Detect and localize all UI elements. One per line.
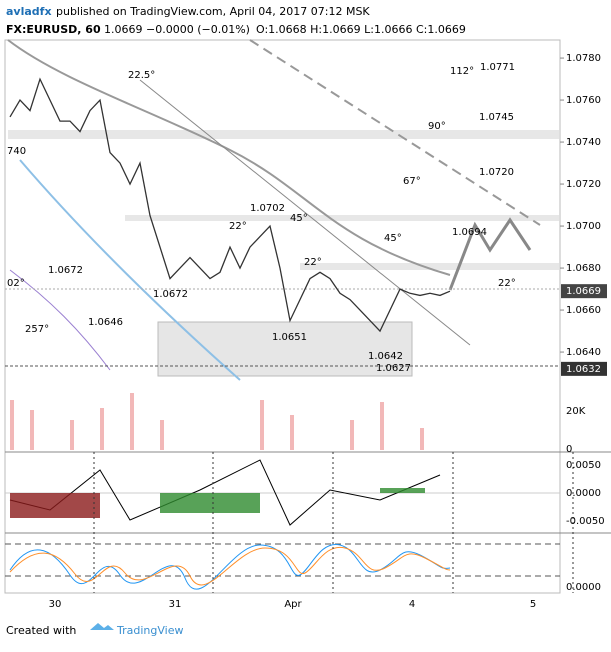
volume-bars bbox=[10, 393, 424, 450]
annotation: 90° bbox=[428, 121, 446, 132]
annotation: 1.0646 bbox=[88, 317, 123, 328]
zone bbox=[8, 130, 560, 139]
macd-line bbox=[9, 459, 441, 526]
annotation: 22.5° bbox=[128, 70, 155, 81]
axes: 1.0780 1.0760 1.0740 1.0720 1.0700 1.0680 1.06… bbox=[49, 53, 607, 610]
price-badge-label: 1.0669 bbox=[566, 286, 601, 297]
y-tick-label: 1.0720 bbox=[566, 179, 601, 190]
moving-average bbox=[19, 159, 241, 381]
annotation: 02° bbox=[7, 278, 25, 289]
annotation: 1.0672 bbox=[48, 265, 83, 276]
x-tick-label: 4 bbox=[409, 599, 415, 610]
change: 1.0669 −0.0000 (−0.01%) bbox=[104, 23, 250, 36]
y-tick-label: 1.0660 bbox=[566, 305, 601, 316]
annotation: 1.0672 bbox=[153, 289, 188, 300]
indicator-axis-label: 0.0000 bbox=[566, 488, 601, 499]
annotation: 22° bbox=[229, 221, 247, 232]
price-line bbox=[9, 77, 451, 333]
annotations: 22.5° 112° 1.0771 90° 1.0745 740 67° 1.0720 1.07… bbox=[7, 62, 516, 374]
price-badge-label: 1.0632 bbox=[566, 364, 601, 375]
annotation: 257° bbox=[25, 324, 49, 335]
annotation: 1.0720 bbox=[479, 167, 514, 178]
y-tick-label: 1.0640 bbox=[566, 347, 601, 358]
annotation: 1.0771 bbox=[480, 62, 515, 73]
zone bbox=[300, 263, 560, 270]
price-badge bbox=[561, 284, 607, 299]
y-tick-label: 1.0780 bbox=[566, 53, 601, 64]
annotation: 22° bbox=[498, 278, 516, 289]
moving-average bbox=[7, 39, 451, 276]
annotation: 1.0745 bbox=[479, 112, 514, 123]
trend-line bbox=[139, 79, 471, 346]
y-tick-label: 1.0760 bbox=[566, 95, 601, 106]
histogram bbox=[380, 488, 425, 493]
annotation: 67° bbox=[403, 176, 421, 187]
histogram bbox=[160, 493, 260, 513]
projection bbox=[448, 217, 532, 291]
annotation: 1.0627 bbox=[376, 363, 411, 374]
trend-line bbox=[249, 39, 541, 226]
annotation: 1.0694 bbox=[452, 227, 487, 238]
y-tick-label: 1.0680 bbox=[566, 263, 601, 274]
y-tick-label: 1.0740 bbox=[566, 137, 601, 148]
histogram bbox=[10, 493, 100, 518]
stoch-d bbox=[9, 546, 451, 586]
footer-created: Created with bbox=[6, 624, 76, 637]
logo bbox=[90, 623, 114, 630]
symbol: FX:EURUSD, 60 bbox=[6, 23, 101, 36]
annotation: 740 bbox=[7, 146, 26, 157]
annotation: 45° bbox=[290, 213, 308, 224]
moving-average bbox=[9, 269, 111, 371]
annotation: 112° bbox=[450, 66, 474, 77]
annotation: 22° bbox=[304, 257, 322, 268]
indicator-axis-label: 0.0050 bbox=[566, 460, 601, 471]
zone bbox=[157, 321, 413, 377]
y-tick-label: 1.0700 bbox=[566, 221, 601, 232]
zone bbox=[125, 215, 560, 221]
x-tick-label: Apr bbox=[284, 599, 302, 610]
x-tick-label: 5 bbox=[530, 599, 536, 610]
published: published on TradingView.com, April 04, … bbox=[56, 5, 370, 18]
annotation: 1.0702 bbox=[250, 203, 285, 214]
annotation: 1.0651 bbox=[272, 332, 307, 343]
indicator-axis-label: 20K bbox=[566, 406, 586, 417]
annotation: 45° bbox=[384, 233, 402, 244]
footer-brand: TradingView bbox=[116, 624, 183, 637]
indicator-axis-label: 0.0000 bbox=[566, 582, 601, 593]
indicator-axis-label: -0.0050 bbox=[566, 516, 605, 527]
annotation: 1.0642 bbox=[368, 351, 403, 362]
x-tick-label: 30 bbox=[49, 599, 62, 610]
x-tick-label: 31 bbox=[169, 599, 182, 610]
indicator-axis-label: 0 bbox=[566, 444, 572, 455]
stoch-k bbox=[9, 544, 451, 590]
session-lines bbox=[93, 452, 574, 593]
price-badge bbox=[561, 361, 607, 376]
author: avladfx bbox=[6, 5, 52, 18]
ohlc: O:1.0668 H:1.0669 L:1.0666 C:1.0669 bbox=[256, 23, 466, 36]
